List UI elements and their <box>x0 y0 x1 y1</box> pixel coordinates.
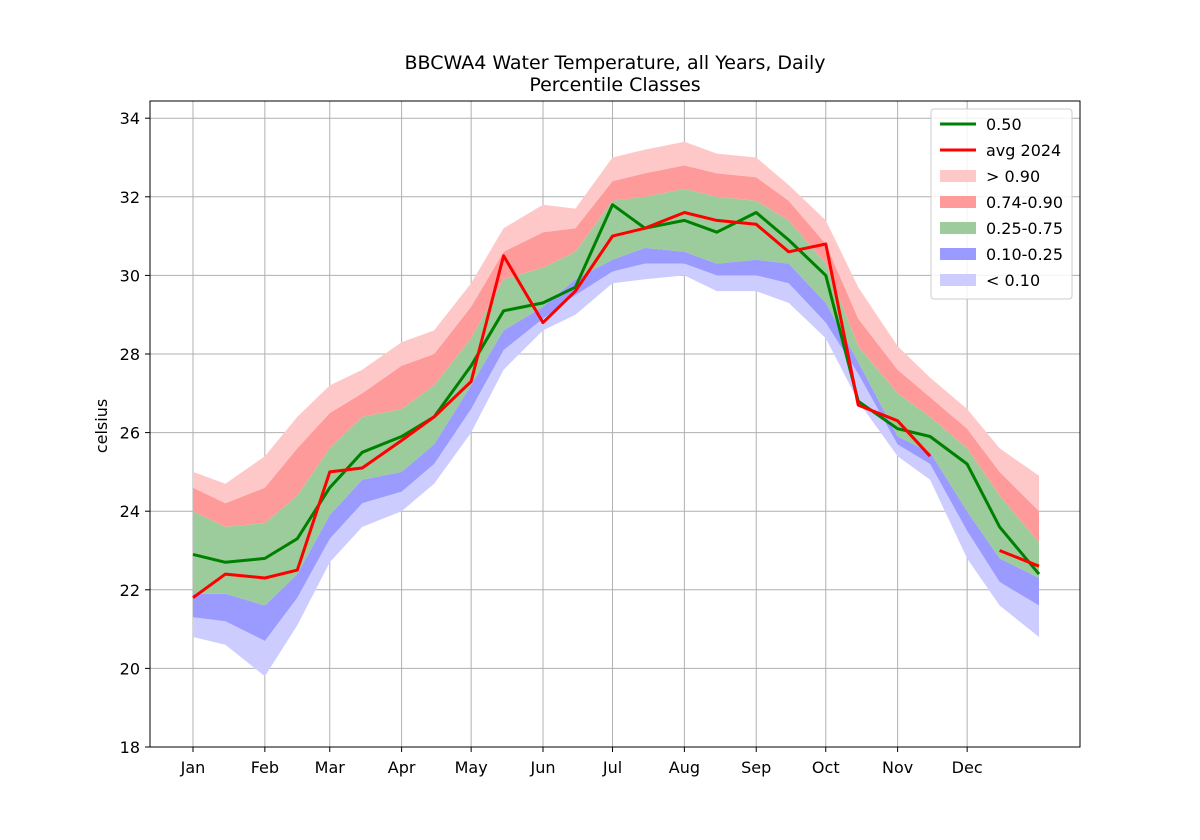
legend-label: 0.25-0.75 <box>986 219 1063 238</box>
legend-swatch-patch <box>940 222 976 234</box>
band-below-0-10 <box>193 263 1039 677</box>
y-tick-label: 22 <box>120 581 140 600</box>
legend-label: < 0.10 <box>986 271 1040 290</box>
band-0-10-0-25 <box>193 247 1039 641</box>
x-tick-label: Jun <box>529 758 555 777</box>
legend-label: > 0.90 <box>986 167 1040 186</box>
x-tick-label: Jan <box>180 758 206 777</box>
y-tick-label: 32 <box>120 188 140 207</box>
avg-2024-line <box>192 211 1040 599</box>
legend-swatch-patch <box>940 248 976 260</box>
y-axis-ticks: 18 20 22 24 26 28 30 32 34 <box>120 109 150 757</box>
x-tick-label: Aug <box>669 758 700 777</box>
x-tick-label: May <box>455 758 488 777</box>
x-tick-label: Apr <box>388 758 416 777</box>
legend: 0.50 avg 2024 > 0.90 0.74-0.90 0.25-0.75 0.10… <box>930 108 1073 300</box>
x-tick-label: Sep <box>741 758 771 777</box>
x-tick-label: Jul <box>602 758 622 777</box>
legend-label: 0.10-0.25 <box>986 245 1063 264</box>
band-0-25-0-75 <box>193 188 1039 606</box>
series-lines <box>192 203 1041 599</box>
legend-swatch-patch <box>940 274 976 286</box>
chart-subtitle: Percentile Classes <box>529 74 700 96</box>
y-axis-label: celsius <box>92 399 111 453</box>
y-tick-label: 34 <box>120 109 140 128</box>
chart-title: BBCWA4 Water Temperature, all Years, Dai… <box>404 52 825 74</box>
legend-label: 0.50 <box>986 115 1022 134</box>
percentile-bands <box>193 141 1039 677</box>
median-line <box>192 203 1041 576</box>
x-tick-label: Mar <box>315 758 346 777</box>
y-tick-label: 28 <box>120 345 140 364</box>
legend-label: 0.74-0.90 <box>986 193 1063 212</box>
y-tick-label: 18 <box>120 738 140 757</box>
y-tick-label: 26 <box>120 424 140 443</box>
y-tick-label: 20 <box>120 659 140 678</box>
band-above-0-90 <box>193 141 1039 512</box>
y-tick-label: 24 <box>120 502 140 521</box>
x-tick-label: Feb <box>251 758 279 777</box>
x-tick-label: Nov <box>882 758 913 777</box>
x-axis-ticks: Jan Feb Mar Apr May Jun Jul Aug Sep Oct Nov Dec <box>180 747 983 777</box>
x-tick-label: Oct <box>812 758 840 777</box>
plot-frame <box>149 100 1081 748</box>
legend-swatch-patch <box>940 196 976 208</box>
legend-swatch-patch <box>940 170 976 182</box>
legend-label: avg 2024 <box>986 141 1061 160</box>
y-tick-label: 30 <box>120 266 140 285</box>
x-tick-label: Dec <box>952 758 983 777</box>
